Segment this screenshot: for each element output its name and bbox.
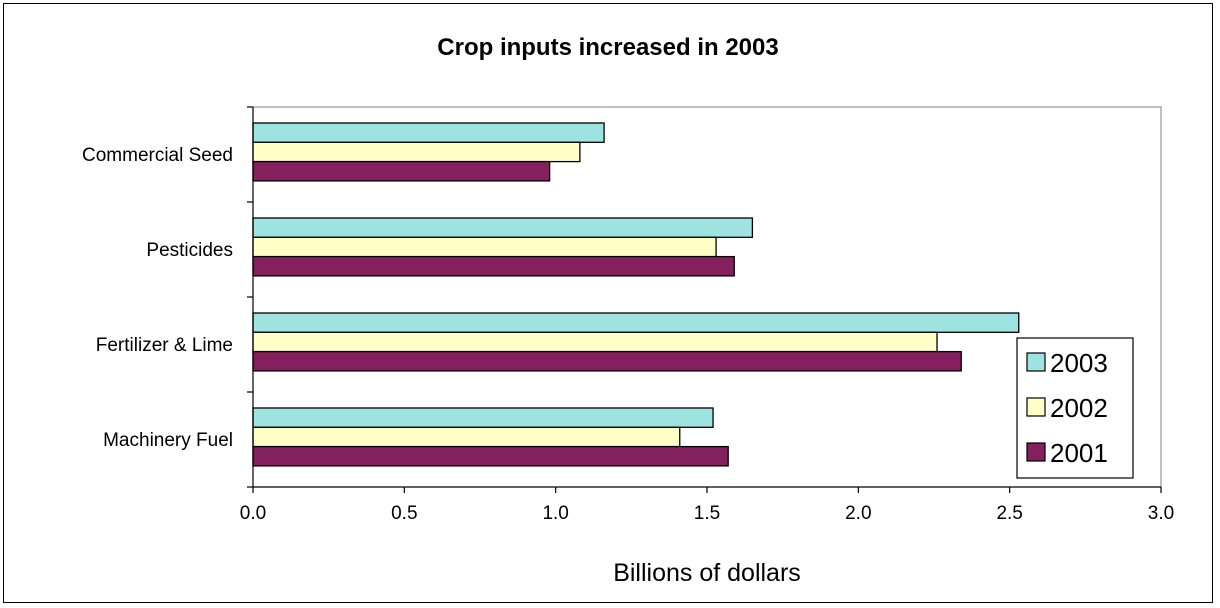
bar-pesticides-2002 [252,236,717,258]
legend-swatch-2003 [1026,352,1046,372]
legend-label-2002: 2002 [1050,393,1108,423]
bar-machinery-fuel-2002 [252,426,681,448]
x-tick-label: 1.5 [694,503,720,524]
chart-title: Crop inputs increased in 2003 [437,34,778,61]
x-axis-label: Billions of dollars [613,559,801,587]
bar-fertilizer-lime-2001 [252,350,962,372]
legend-swatch-2002 [1026,397,1046,417]
bar-pesticides-2003 [252,217,754,238]
x-tick-label: 0.0 [240,503,266,524]
legend-swatch-2001 [1026,442,1046,462]
bar-machinery-fuel-2003 [252,407,714,428]
legend: 2003 2002 2001 [1016,337,1134,479]
axes: Commercial Seed Pesticides Fertilizer & Li… [82,106,1174,524]
y-tick-label: Fertilizer & Lime [96,335,233,356]
legend-label-2001: 2001 [1050,438,1108,468]
bar-fertilizer-lime-2003 [252,312,1020,333]
y-tick-label: Pesticides [146,240,233,261]
legend-label-2003: 2003 [1050,348,1108,378]
bar-machinery-fuel-2001 [252,445,729,467]
bars [252,122,1020,467]
bar-commercial-seed-2002 [252,141,581,163]
bar-commercial-seed-2003 [252,122,605,143]
x-tick-label: 3.0 [1148,503,1174,524]
bar-fertilizer-lime-2002 [252,331,938,353]
bar-pesticides-2001 [252,255,735,277]
x-tick-label: 2.5 [996,503,1022,524]
x-tick-label: 1.0 [542,503,568,524]
y-tick-label: Machinery Fuel [103,430,233,451]
x-tick-label: 0.5 [391,503,417,524]
x-tick-label: 2.0 [845,503,871,524]
y-tick-label: Commercial Seed [82,145,233,166]
bar-commercial-seed-2001 [252,160,551,182]
